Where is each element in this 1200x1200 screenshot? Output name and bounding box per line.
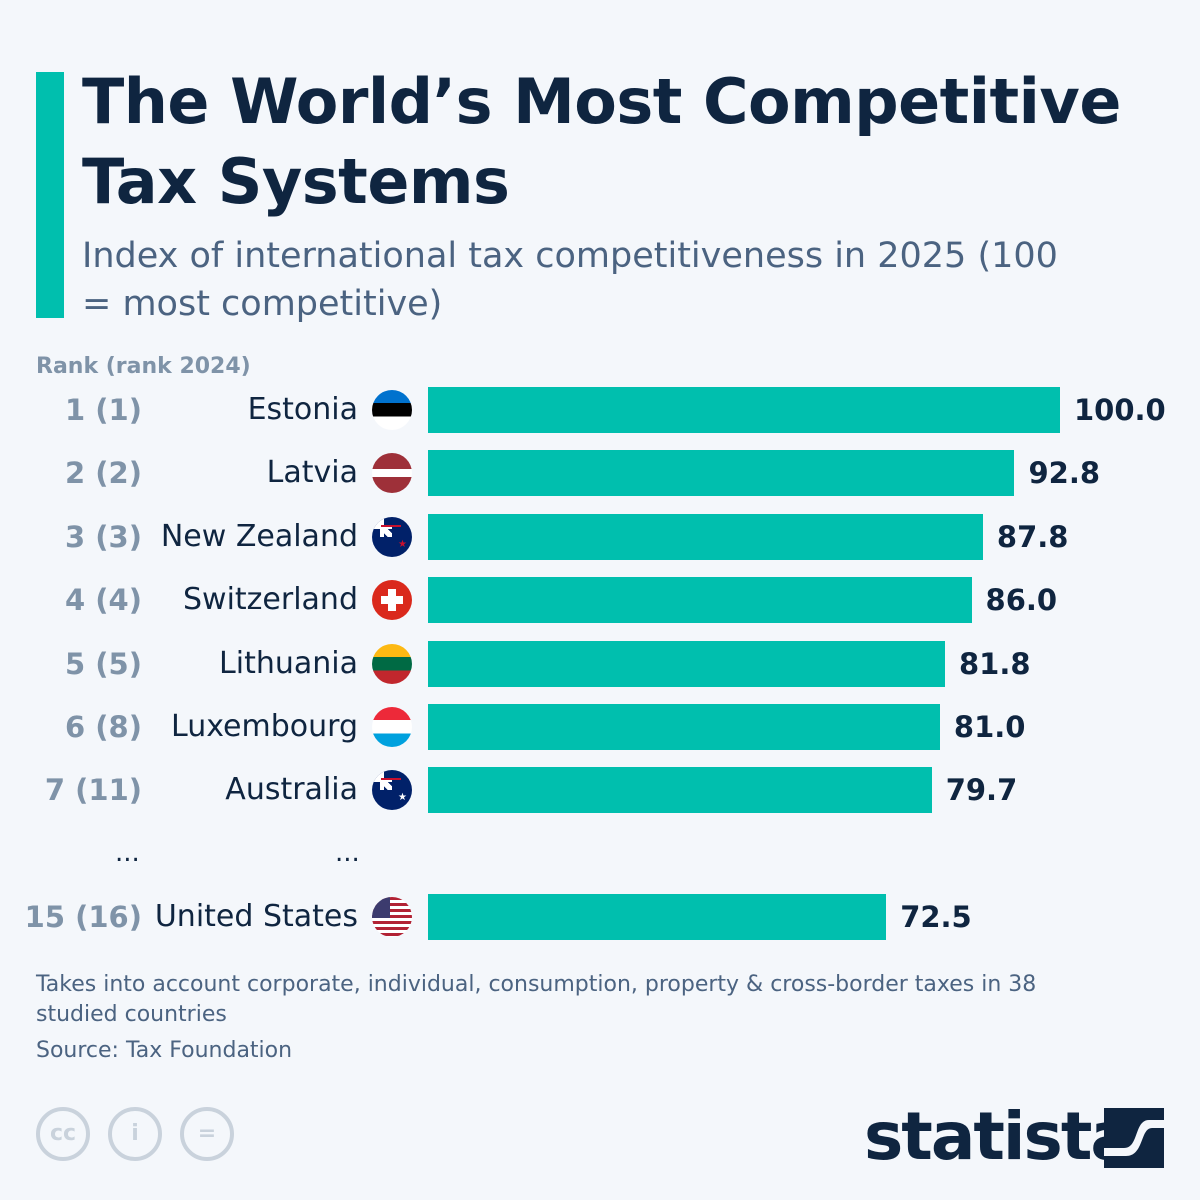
source: Source: Tax Foundation xyxy=(36,1038,293,1063)
lithuania-flag-icon xyxy=(372,644,412,684)
category-label: United States xyxy=(154,899,358,934)
data-label: 86.0 xyxy=(985,583,1058,617)
bar-row: 1 (1) Estonia 100.0 xyxy=(0,387,1200,433)
data-label: 72.5 xyxy=(900,900,972,934)
bar xyxy=(428,450,1015,496)
bar xyxy=(428,514,983,560)
statista-logo[interactable]: statista xyxy=(864,1098,1164,1175)
category-label: Lithuania xyxy=(219,646,358,681)
data-label: 100.0 xyxy=(1074,393,1166,427)
australia-flag-icon: ★ xyxy=(372,770,412,810)
rank-label: 7 (11) xyxy=(44,773,142,807)
brand-name: statista xyxy=(864,1098,1135,1175)
accent-bar xyxy=(36,72,64,318)
bar-row: 15 (16) United States 72.5 xyxy=(0,894,1200,940)
category-label: Switzerland xyxy=(183,582,358,617)
data-label: 92.8 xyxy=(1028,456,1101,490)
category-label: New Zealand xyxy=(160,519,358,554)
chart-title: The World’s Most Competitive Tax Systems xyxy=(82,65,1121,218)
country-ellipsis: ... xyxy=(335,838,360,868)
latvia-flag-icon xyxy=(372,453,412,493)
data-label: 87.8 xyxy=(996,520,1069,554)
bar xyxy=(428,641,945,687)
luxembourg-flag-icon xyxy=(372,707,412,747)
rank-label: 5 (5) xyxy=(65,647,142,681)
estonia-flag-icon xyxy=(372,390,412,430)
category-label: Luxembourg xyxy=(171,709,358,744)
cc-icon[interactable]: cc xyxy=(36,1107,90,1161)
bar xyxy=(428,767,932,813)
bar-row: 3 (3) New Zealand ★ 87.8 xyxy=(0,514,1200,560)
rank-label: 3 (3) xyxy=(65,520,142,554)
data-label: 79.7 xyxy=(945,773,1018,807)
bar-row: 5 (5) Lithuania 81.8 xyxy=(0,641,1200,687)
statista-logo-icon xyxy=(1104,1108,1164,1168)
category-label: Estonia xyxy=(247,392,358,427)
rank-label: 4 (4) xyxy=(65,583,142,617)
bar xyxy=(428,704,940,750)
data-label: 81.8 xyxy=(958,647,1031,681)
bar xyxy=(428,577,972,623)
attribution-icon[interactable]: i xyxy=(108,1107,162,1161)
data-label: 81.0 xyxy=(953,710,1026,744)
bar xyxy=(428,387,1060,433)
rank-label: 2 (2) xyxy=(65,456,142,490)
bar-row: 4 (4) Switzerland 86.0 xyxy=(0,577,1200,623)
united-states-flag-icon xyxy=(372,897,412,937)
bar-row: 7 (11) Australia ★ 79.7 xyxy=(0,767,1200,813)
bar xyxy=(428,894,887,940)
chart-subtitle: Index of international tax competitivene… xyxy=(82,236,1058,324)
switzerland-flag-icon xyxy=(372,580,412,620)
footnote: Takes into account corporate, individual… xyxy=(36,972,1037,1027)
bar-row: 2 (2) Latvia 92.8 xyxy=(0,450,1200,496)
rank-label: 6 (8) xyxy=(65,710,142,744)
category-label: Australia xyxy=(225,772,358,807)
rank-label: 15 (16) xyxy=(24,900,142,934)
no-derivatives-icon[interactable]: = xyxy=(180,1107,234,1161)
category-label: Latvia xyxy=(266,455,358,490)
rank-header: Rank (rank 2024) xyxy=(36,354,251,379)
rank-ellipsis: ... xyxy=(115,838,140,868)
bar-row: 6 (8) Luxembourg 81.0 xyxy=(0,704,1200,750)
rank-label: 1 (1) xyxy=(65,393,142,427)
new-zealand-flag-icon: ★ xyxy=(372,517,412,557)
